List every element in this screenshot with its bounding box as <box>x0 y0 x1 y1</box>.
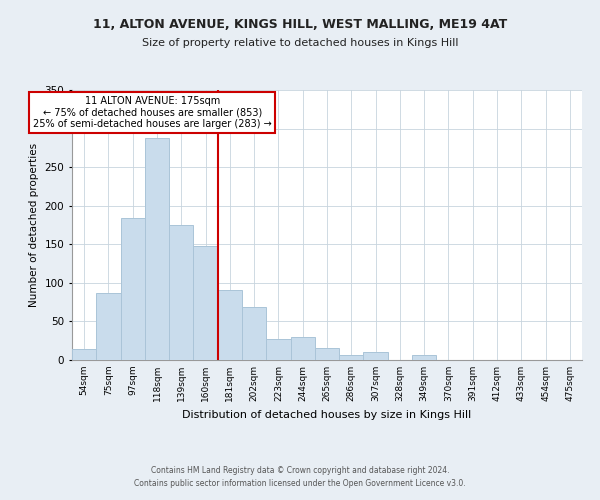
Y-axis label: Number of detached properties: Number of detached properties <box>29 143 39 307</box>
Bar <box>315 348 339 360</box>
Text: 11, ALTON AVENUE, KINGS HILL, WEST MALLING, ME19 4AT: 11, ALTON AVENUE, KINGS HILL, WEST MALLI… <box>93 18 507 30</box>
Text: Size of property relative to detached houses in Kings Hill: Size of property relative to detached ho… <box>142 38 458 48</box>
Bar <box>412 356 436 360</box>
Bar <box>290 337 315 360</box>
Bar <box>96 293 121 360</box>
Bar <box>169 225 193 360</box>
Bar <box>121 218 145 360</box>
Bar <box>72 349 96 360</box>
Text: 11 ALTON AVENUE: 175sqm
← 75% of detached houses are smaller (853)
25% of semi-d: 11 ALTON AVENUE: 175sqm ← 75% of detache… <box>33 96 272 130</box>
Bar <box>218 290 242 360</box>
Bar <box>145 138 169 360</box>
Bar <box>242 307 266 360</box>
Bar <box>364 352 388 360</box>
Bar <box>266 339 290 360</box>
X-axis label: Distribution of detached houses by size in Kings Hill: Distribution of detached houses by size … <box>182 410 472 420</box>
Bar <box>193 246 218 360</box>
Text: Contains HM Land Registry data © Crown copyright and database right 2024.
Contai: Contains HM Land Registry data © Crown c… <box>134 466 466 487</box>
Bar <box>339 356 364 360</box>
